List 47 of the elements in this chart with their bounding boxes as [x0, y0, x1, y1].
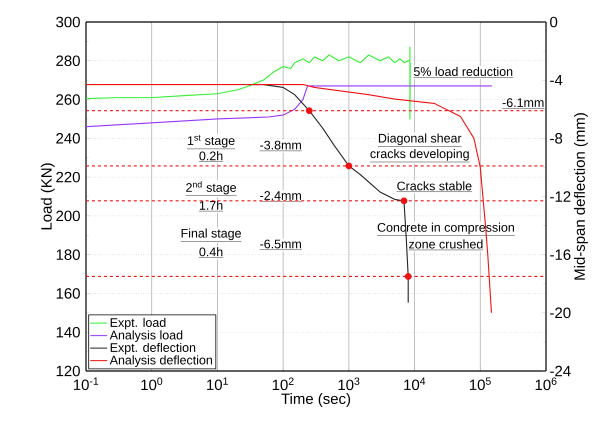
x-tick-label: 10$^{3}$ — [338, 378, 360, 390]
y2-tick-label: -8 — [550, 133, 562, 144]
annotation: 1$^{st}$ stage — [188, 134, 235, 148]
y-tick-label: 240 — [56, 133, 80, 144]
annotation: zone crushed — [409, 239, 482, 249]
x-tick-label: 10$^{-1}$ — [74, 378, 98, 390]
y-tick-label: 200 — [56, 210, 80, 222]
legend-label: Analysis load — [110, 330, 182, 342]
x-tick-label: 10$^{4}$ — [404, 378, 426, 390]
annotation: 1.7h — [200, 200, 222, 210]
y2-tick-label: -4 — [550, 75, 562, 86]
annotation: Cracks stable — [397, 181, 472, 190]
annotation: cracks developing — [370, 148, 469, 161]
x-tick-label: 10$^{1}$ — [207, 378, 228, 390]
annotation: 5% load reduction — [414, 66, 512, 76]
y2-tick-label: -24 — [550, 366, 571, 376]
y-tick-label: 160 — [56, 288, 80, 299]
y2-tick-label: -16 — [550, 249, 570, 260]
annotation: -3.8mm — [260, 140, 301, 150]
x-tick-label: 10$^{6}$ — [536, 378, 557, 390]
ref-line-label: -6.1mm — [502, 98, 544, 108]
y-tick-label: 280 — [56, 55, 80, 66]
y2-tick-label: -12 — [550, 191, 570, 202]
y-tick-label: 120 — [56, 366, 80, 376]
legend-label: Expt. deflection — [110, 342, 196, 354]
y-tick-label: 180 — [56, 249, 80, 260]
legend-label: Analysis deflection — [110, 355, 212, 367]
y-tick-label: 300 — [56, 16, 80, 28]
annotation: 0.4h — [199, 247, 222, 256]
annotation: Diagonal shear — [378, 133, 462, 146]
y2-tick-label: 0 — [550, 16, 558, 28]
y-axis-title: Load (KN) — [40, 163, 55, 230]
annotation: 2$^{nd}$ stage — [186, 181, 236, 194]
annotation: -6.5mm — [260, 240, 301, 248]
y-tick-label: 260 — [56, 94, 80, 105]
annotation: 0.2h — [199, 151, 222, 160]
annotation: -2.4mm — [260, 191, 301, 200]
y2-axis-title: Mid-span deflection (mm) — [574, 113, 588, 280]
annotation: Final stage — [182, 228, 241, 240]
x-tick-label: 10$^{5}$ — [470, 378, 491, 390]
x-tick-label: 10$^{0}$ — [141, 378, 162, 390]
y-tick-label: 220 — [56, 172, 80, 182]
legend-label: Expt. load — [110, 318, 166, 330]
x-tick-label: 10$^{2}$ — [272, 378, 294, 390]
x-axis-title: Time (sec) — [281, 393, 350, 407]
y-tick-label: 140 — [56, 326, 80, 338]
y2-tick-label: -20 — [550, 308, 571, 318]
